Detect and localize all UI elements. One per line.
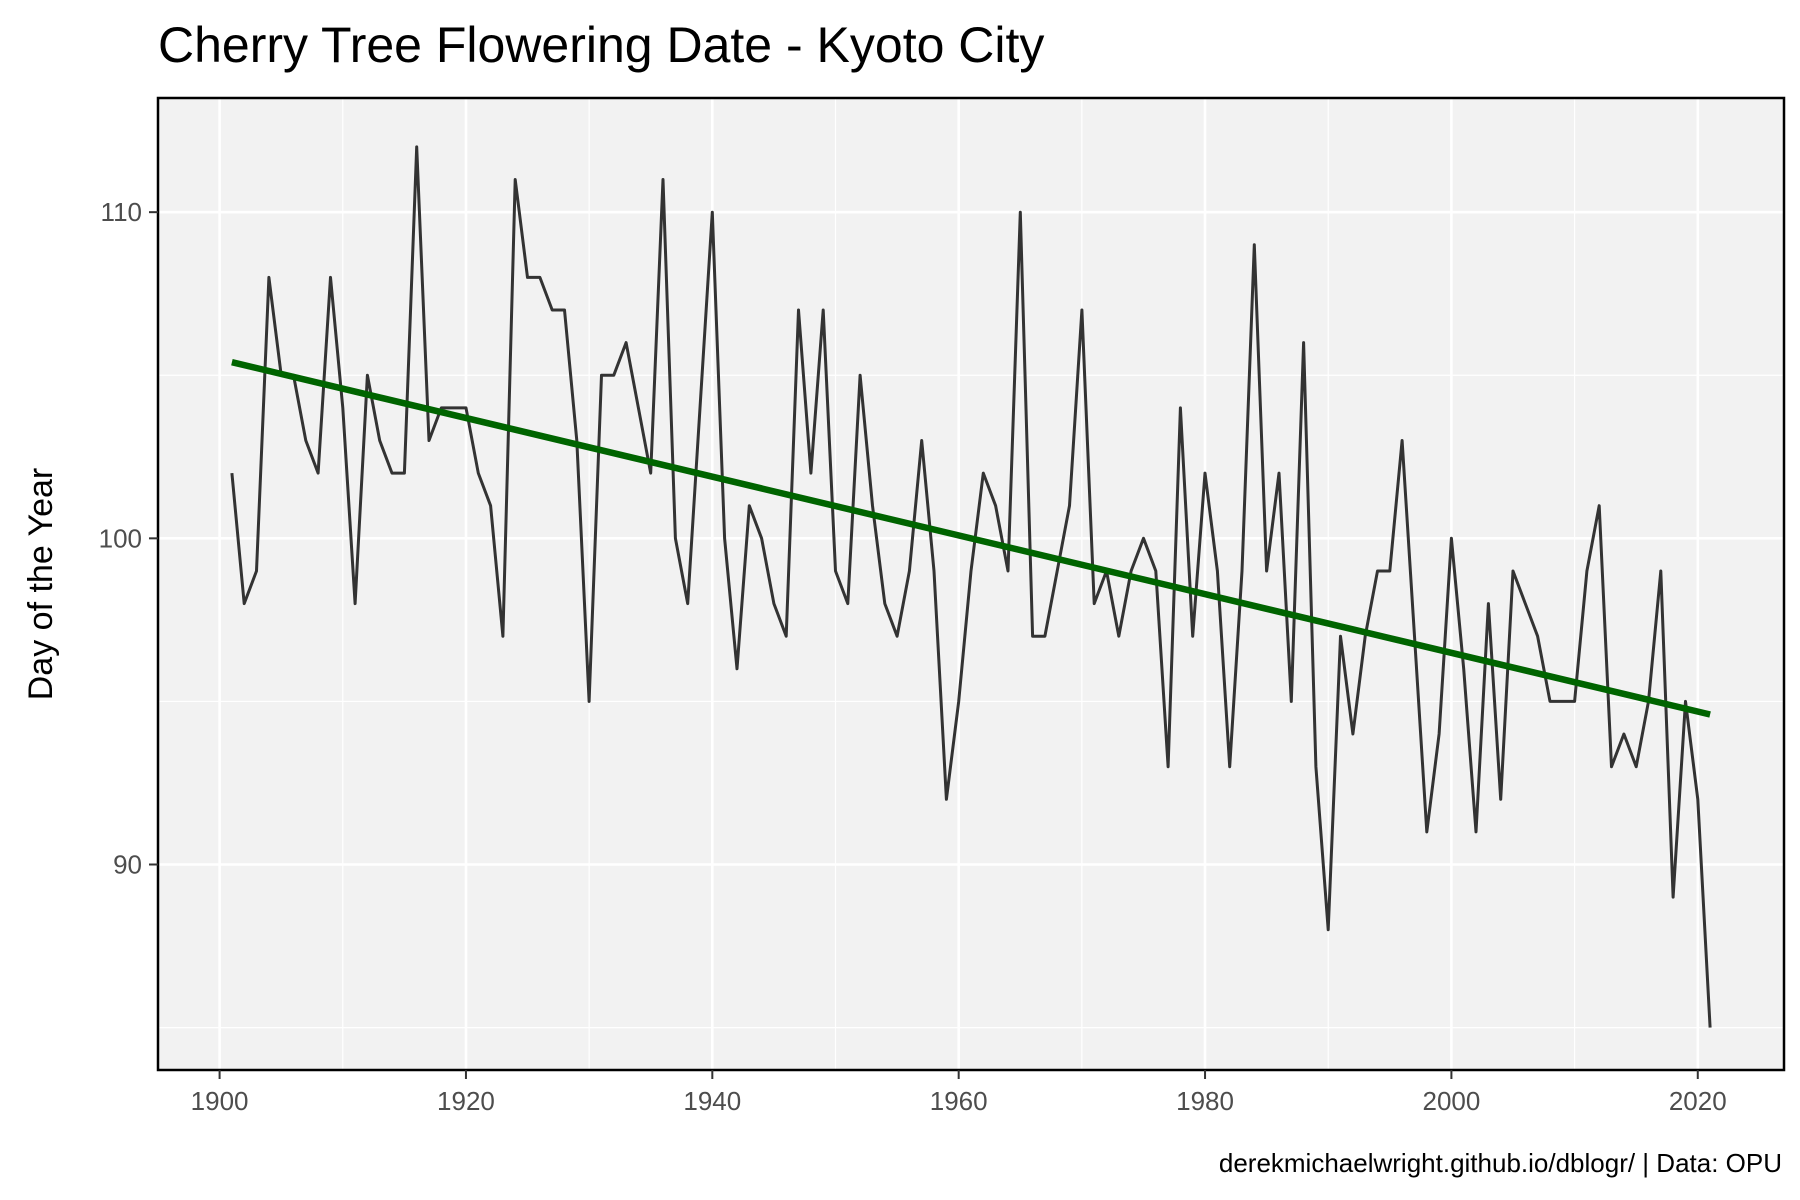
x-tick-label: 2000 [1422,1086,1480,1116]
y-axis-title: Day of the Year [22,468,60,701]
y-tick-label: 100 [99,523,142,553]
x-tick-label: 1980 [1176,1086,1234,1116]
panel-border [156,96,1786,1072]
x-tick-label: 1960 [930,1086,988,1116]
series-group [230,145,1712,1028]
grid-lines [158,98,1784,1070]
y-tick-label: 90 [113,850,142,880]
x-tick-label: 1940 [683,1086,741,1116]
x-tick-label: 2020 [1669,1086,1727,1116]
y-tick-label: 110 [101,197,142,227]
x-tick-label: 1920 [437,1086,495,1116]
chart-caption: derekmichaelwright.github.io/dblogr/ | D… [1219,1148,1782,1178]
chart-title: Cherry Tree Flowering Date - Kyoto City [158,17,1044,73]
axis-ticks: 1900 1920 1940 1960 1980 2000 2020 90 100 110 [99,197,1727,1116]
flowering-date-series-line [230,145,1712,1028]
x-tick-label: 1900 [191,1086,249,1116]
trend-line [231,359,1711,718]
